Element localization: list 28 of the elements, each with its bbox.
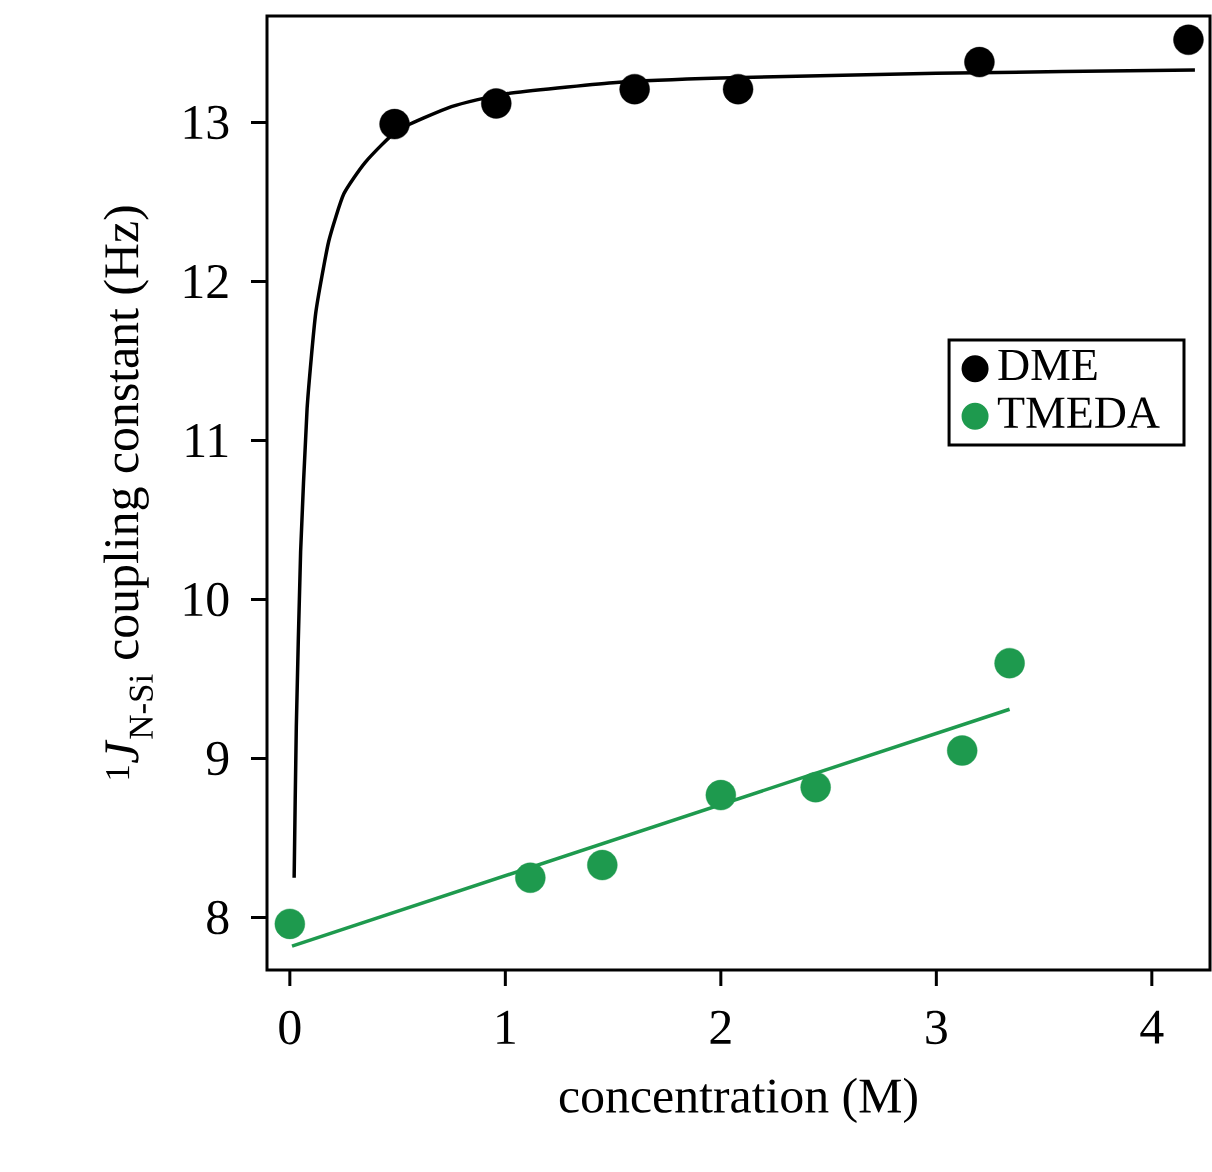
point [722,73,754,105]
x-tick-label: 1 [497,1010,515,1044]
y-tick-label: 11 [186,424,228,457]
x-tick-label: 4 [1140,1010,1164,1044]
x-axis-title: concentration (M) [559,1077,917,1123]
x-tick-label: 2 [710,1010,731,1044]
x-tick-label: 0 [279,1010,301,1045]
point [964,46,995,78]
y-tick-label: 12 [184,265,228,299]
legend-label: DME [998,349,1097,381]
point [515,862,546,893]
y-tick-label: 9 [206,741,229,776]
y-tick-label: 13 [184,105,229,140]
point [587,849,618,881]
y-tick-label: 8 [207,900,229,935]
point [481,88,512,119]
point [946,735,978,766]
point [705,779,737,811]
legend-label: TMEDA [997,397,1160,428]
point [800,771,831,803]
point [619,73,650,105]
y-axis-title: $^{1}$J$_{N-Si}$ coupling constant (Hz) [103,206,153,779]
y-tick-label: 10 [184,582,229,617]
x-tick-label: 3 [926,1010,947,1045]
point [379,108,410,140]
point [1173,24,1204,56]
point [274,908,306,940]
point [994,647,1025,679]
